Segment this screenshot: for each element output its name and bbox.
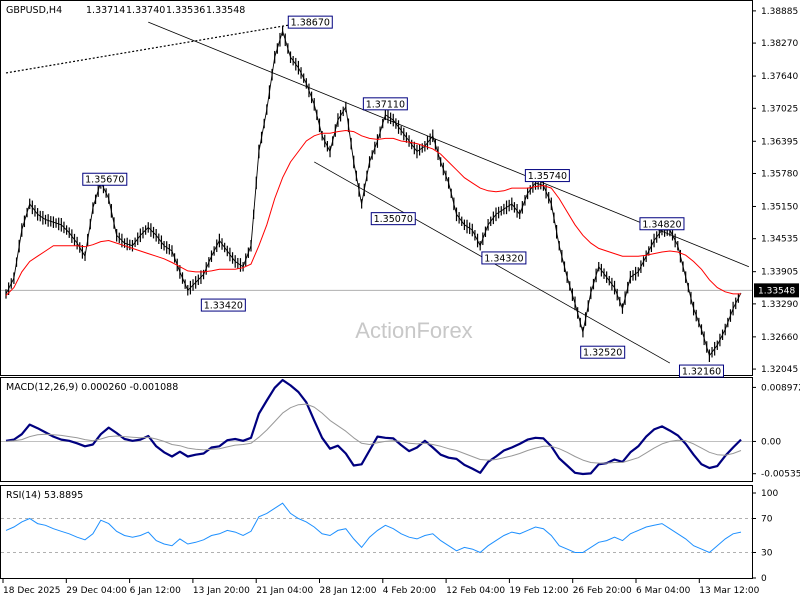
level-label-box: [362, 97, 408, 111]
macd-panel-frame: [0, 377, 753, 482]
ohlc-high: 1.33740: [126, 5, 165, 16]
rsi-axis-label: 30: [761, 549, 773, 559]
price-axis-label: 1.35780: [761, 169, 798, 179]
price-axis-label: 1.34535: [761, 235, 798, 245]
price-series-line: [5, 29, 742, 357]
level-label: 1.37110: [366, 99, 405, 110]
price-axis-label: 1.32660: [761, 333, 798, 343]
price-axis-label: 1.38270: [761, 39, 798, 49]
rsi-plot: [1, 502, 752, 554]
time-axis-label: 28 Jan 12:00: [320, 586, 377, 596]
level-label: 1.34820: [642, 219, 681, 230]
price-axis-label: 1.35150: [761, 202, 798, 212]
axes: 1.38885 1.38270 1.37640 1.37025 1.36395 1.357…: [2, 7, 800, 596]
current-price-text: 1.33548: [758, 286, 795, 296]
current-price-tag: [754, 283, 799, 298]
level-label: 1.35070: [374, 214, 413, 225]
time-axis-label: 13 Mar 12:00: [699, 586, 759, 596]
level-label-box: [370, 212, 416, 226]
price-axis-label: 1.33290: [761, 300, 798, 310]
time-axis-label: 26 Feb 20:00: [573, 586, 632, 596]
rsi-line: [5, 502, 742, 554]
time-axis-label: 12 Feb 04:00: [446, 586, 505, 596]
time-axis-label: 18 Dec 2025: [3, 586, 61, 596]
level-label: 1.38670: [291, 18, 330, 29]
time-axis-label: 6 Mar 04:00: [636, 586, 691, 596]
time-axis-label: 21 Jan 04:00: [256, 586, 313, 596]
time-axis-label: 6 Jan 12:00: [130, 586, 182, 596]
rsi-axis-label: 0: [761, 574, 767, 584]
rsi-axis-label: 70: [761, 515, 773, 525]
long-term-ma-dotted: [5, 21, 307, 74]
rsi-axis-label: 100: [761, 489, 778, 499]
price-axis-label: 1.37640: [761, 72, 798, 82]
price-axis-label: 1.37025: [761, 104, 798, 114]
level-label-box: [580, 345, 626, 359]
level-label: 1.34320: [484, 253, 523, 264]
rsi-label: RSI(14) 53.8895: [6, 490, 83, 501]
level-label-box: [82, 172, 128, 186]
price-axis-label: 1.38885: [761, 7, 798, 17]
moving-average-line: [5, 129, 741, 296]
level-label-box: [524, 169, 570, 183]
price-axis-label: 1.32045: [761, 365, 798, 375]
time-axis-label: 4 Feb 20:00: [383, 586, 437, 596]
macd-axis-label: 0.008972: [761, 383, 800, 393]
ohlc-open: 1.33714: [86, 5, 125, 16]
macd-signal-line: [5, 403, 742, 464]
price-axis-label: 1.33905: [761, 268, 798, 278]
macd-axis-label: -0.005356: [761, 470, 800, 480]
time-axis-label: 13 Jan 20:00: [193, 586, 250, 596]
price-panel-frame: [0, 0, 753, 376]
level-label: 1.32520: [583, 348, 622, 359]
time-axis-label: 19 Feb 12:00: [509, 586, 568, 596]
level-label: 1.33420: [204, 301, 243, 312]
ohlc-close: 1.33548: [206, 5, 245, 16]
level-label: 1.35740: [528, 171, 567, 182]
level-label-box: [287, 15, 333, 29]
level-label: 1.35670: [85, 175, 124, 186]
macd-label: MACD(12,26,9) 0.000260 -0.001088: [6, 382, 178, 393]
macd-axis-label: 0.00: [761, 437, 781, 447]
time-axis-label: 29 Dec 04:00: [66, 586, 127, 596]
price-axis-label: 1.36395: [761, 137, 798, 147]
level-label: 1.32160: [682, 367, 721, 378]
macd-plot: [1, 378, 752, 476]
watermark: ActionForex: [355, 318, 472, 343]
level-label-box: [200, 298, 246, 312]
rsi-panel-frame: [0, 485, 753, 579]
level-label-box: [678, 364, 724, 378]
ohlc-low: 1.33536: [166, 5, 205, 16]
instrument-label: GBPUSD,H4: [6, 5, 62, 16]
level-label-box: [481, 251, 527, 265]
price-plot: 1.35670 1.33420 1.38670 1.37110 1.35070 1.343…: [1, 15, 752, 378]
level-label-box: [639, 217, 685, 231]
